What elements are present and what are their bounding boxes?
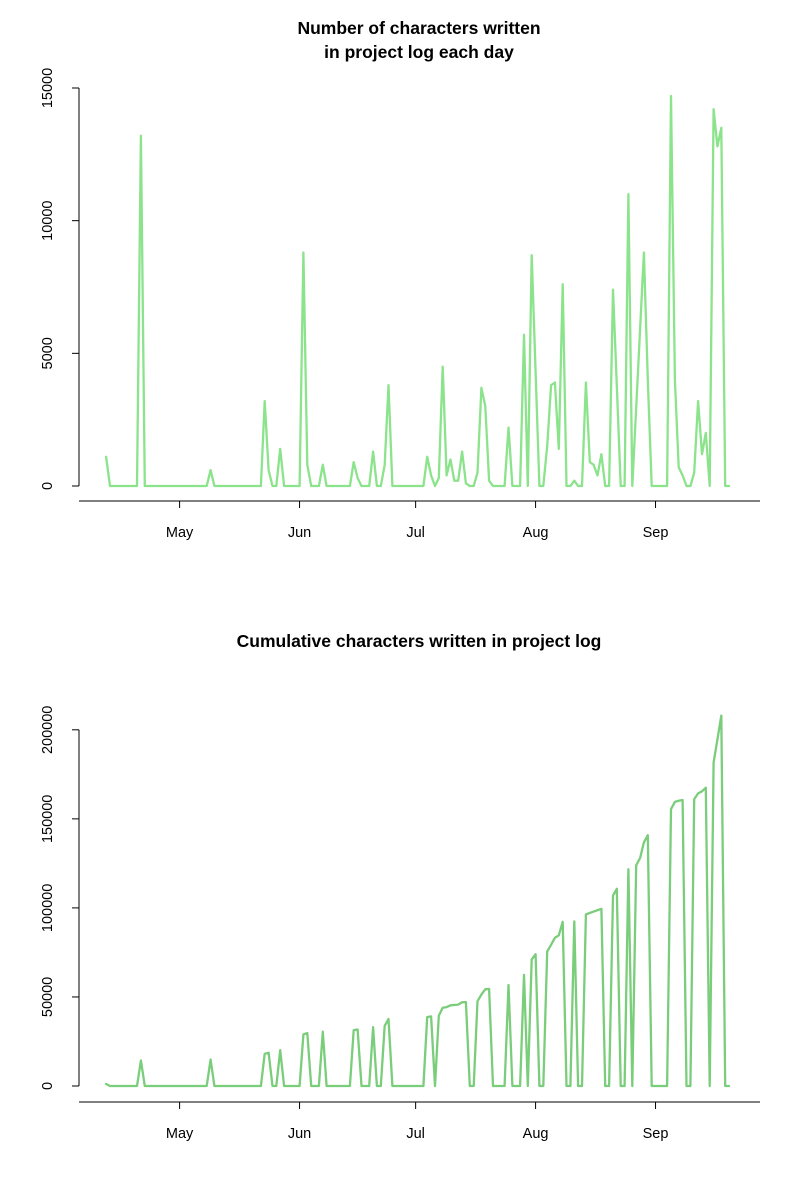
x-tick-label-jun: Jun <box>288 525 311 541</box>
x-tick-label-jun: Jun <box>288 1126 311 1142</box>
x-tick-label-sep: Sep <box>643 1126 669 1142</box>
x-tick-label-aug: Aug <box>523 1126 549 1142</box>
series-line-1 <box>104 94 731 488</box>
y-tick-label: 0 <box>40 1082 56 1090</box>
chart-title-line-1: Cumulative characters written in project… <box>237 631 602 651</box>
cumulative-characters-chart: Cumulative characters written in project… <box>40 631 760 1142</box>
chart-title-line-2: in project log each day <box>324 42 514 62</box>
y-tick-label: 150000 <box>40 795 56 843</box>
x-tick-label-may: May <box>166 525 194 541</box>
x-tick-label-may: May <box>166 1126 194 1142</box>
y-tick-label: 15000 <box>40 68 56 108</box>
x-tick-label-sep: Sep <box>643 525 669 541</box>
series-line-1 <box>104 714 731 1088</box>
y-tick-label: 200000 <box>40 706 56 754</box>
chart-title-line-1: Number of characters written <box>297 18 540 38</box>
x-tick-label-aug: Aug <box>523 525 549 541</box>
y-tick-label: 100000 <box>40 884 56 932</box>
daily-characters-chart: Number of characters written in project l… <box>40 18 760 541</box>
y-tick-label: 0 <box>40 482 56 490</box>
y-tick-label: 50000 <box>40 977 56 1017</box>
y-tick-label: 5000 <box>40 337 56 369</box>
x-tick-label-jul: Jul <box>406 525 425 541</box>
x-tick-label-jul: Jul <box>406 1126 425 1142</box>
y-tick-label: 10000 <box>40 201 56 241</box>
